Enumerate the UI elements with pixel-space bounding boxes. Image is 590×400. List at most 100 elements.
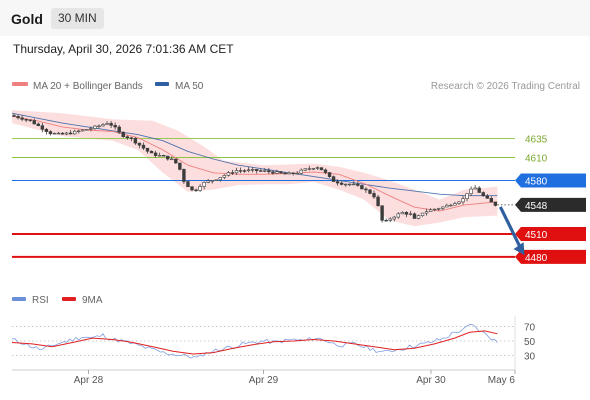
candle-body [194,189,198,192]
support-label-4480: 4480 [525,253,548,264]
support-label-4510: 4510 [525,230,548,241]
candle-body [291,172,295,175]
candle-body [271,171,275,174]
candle-body [97,125,101,127]
candle-body [368,189,372,194]
rsi-panel: RSI 9MA 70 50 30 Apr 28 Apr 29 Apr 30 May 6 [0,288,590,400]
candle-body [404,212,409,215]
rsi-line [11,323,498,359]
candle-body [279,171,283,174]
candle-body [77,130,81,132]
candle-body [105,123,109,125]
candle-body [388,218,392,221]
ma50-legend-label: MA 50 [175,81,204,92]
ma50-line [11,112,498,197]
candle-body [190,186,194,191]
candle-body [352,183,356,186]
candle-body [408,213,413,215]
candle-body [315,167,320,169]
candle-body [178,162,182,170]
candle-body [56,132,61,135]
candle-body [493,201,498,206]
candle-body [24,119,28,121]
candle-body [469,188,473,194]
resistance-label-4635: 4635 [525,134,548,145]
candle-body [376,196,380,207]
candle-body [93,125,97,129]
candle-body [344,183,348,186]
candle-body [242,170,247,172]
candle-body [263,170,267,172]
candle-body [396,213,400,218]
candle-body [323,169,328,173]
candle-body [275,171,279,174]
candle-body [234,170,239,174]
research-credit: Research © 2026 Trading Central [431,81,580,92]
x-tick-label: Apr 28 [74,375,104,386]
candle-body [465,193,469,199]
candle-body [198,186,202,191]
candle-body [129,137,134,139]
candle-body [356,183,360,186]
candle-body [113,125,117,128]
candle-body [182,169,186,182]
rsi-legend-label: RSI [32,295,49,306]
candle-body [457,201,461,204]
candle-body [420,212,425,216]
rsi-legend-swatch [12,297,26,301]
candle-body [121,131,125,137]
ma50-legend-swatch [155,82,169,86]
candle-body [137,142,142,146]
ma9-legend-swatch [62,297,76,301]
candle-body [218,177,223,181]
candle-body [372,193,376,198]
candle-body [170,158,174,161]
candle-body [453,203,457,206]
candle-body [360,185,364,190]
price-plot: 4635 4610 4580 4510 4480 4548 [11,110,586,264]
candle-body [481,192,485,197]
candle-body [392,216,396,220]
bollinger-band [12,110,498,227]
pivot-label-4580: 4580 [525,176,548,187]
candle-body [85,129,89,131]
candle-body [81,129,85,132]
last-price-label: 4548 [525,201,548,212]
pivot-tag-4580 [515,173,586,188]
candle-body [222,175,227,178]
instrument-name: Gold [11,11,43,27]
candle-body [287,172,291,175]
rsi-tick-50: 50 [524,337,536,348]
candle-body [339,182,344,185]
candle-body [206,180,210,183]
candle-body [40,125,45,130]
candle-body [238,170,243,172]
candle-body [214,179,218,181]
candle-body [380,205,384,221]
candle-body [210,180,214,182]
candle-body [299,169,303,174]
ma20-legend-swatch [12,82,28,86]
candle-body [384,220,388,222]
ma20-line [11,115,498,212]
candle-body [125,136,129,139]
candle-body [319,167,324,171]
candle-body [145,147,150,152]
candle-body [412,213,417,219]
forecast-arrow-shaft [498,206,522,249]
timeframe-selector[interactable]: 30 MIN [51,8,104,29]
candle-body [48,131,53,135]
candle-body [461,198,465,203]
candle-body [364,188,368,191]
candle-body [101,124,105,127]
candle-body [445,204,449,208]
candle-body [303,168,307,171]
candle-body [20,117,24,120]
candle-body [255,169,259,171]
candle-body [109,123,113,126]
candle-body [28,119,32,121]
candle-body [311,168,316,170]
candle-body [157,155,162,157]
candle-body [186,181,190,187]
candle-body [485,195,489,199]
